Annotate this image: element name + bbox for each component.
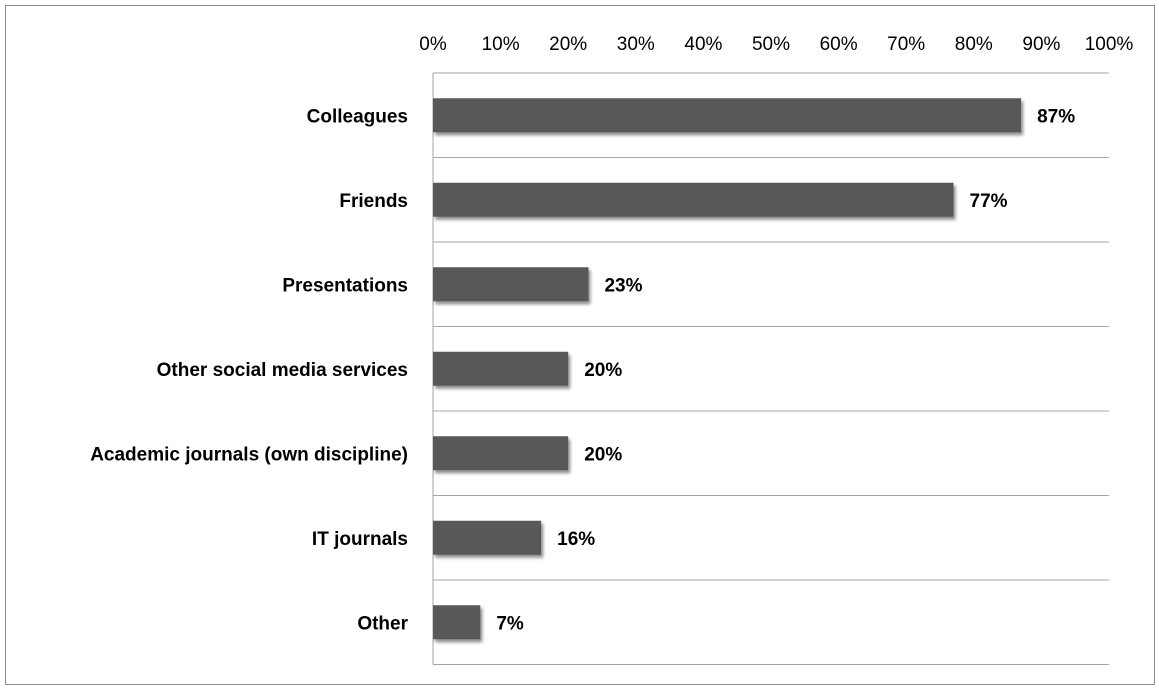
- category-label: Other social media services: [157, 360, 408, 381]
- x-tick-label: 70%: [887, 34, 925, 55]
- bar: [433, 98, 1022, 133]
- data-label: 77%: [970, 191, 1008, 212]
- data-label: 16%: [557, 529, 595, 550]
- category-label: Colleagues: [307, 106, 408, 127]
- x-tick-label: 20%: [549, 34, 587, 55]
- x-tick-label: 50%: [752, 34, 790, 55]
- data-label: 7%: [496, 613, 524, 634]
- bar: [433, 182, 954, 217]
- x-tick-label: 80%: [955, 34, 993, 55]
- bar: [433, 520, 542, 555]
- x-tick-label: 90%: [1022, 34, 1060, 55]
- data-label: 20%: [584, 360, 622, 381]
- x-tick-label: 40%: [684, 34, 722, 55]
- x-tick-label: 60%: [820, 34, 858, 55]
- bar: [433, 351, 569, 386]
- category-label: Presentations: [282, 275, 408, 296]
- x-tick-label: 10%: [482, 34, 520, 55]
- bar: [433, 267, 589, 302]
- bar: [433, 605, 481, 640]
- category-label: Other: [357, 613, 408, 634]
- data-label: 23%: [604, 275, 642, 296]
- data-label: 20%: [584, 444, 622, 465]
- x-tick-label: 100%: [1085, 34, 1134, 55]
- category-label: Friends: [339, 191, 408, 212]
- category-label: IT journals: [312, 529, 408, 550]
- x-tick-label: 0%: [419, 34, 447, 55]
- bar: [433, 436, 569, 471]
- x-tick-label: 30%: [617, 34, 655, 55]
- category-label: Academic journals (own discipline): [90, 444, 408, 465]
- data-label: 87%: [1037, 106, 1075, 127]
